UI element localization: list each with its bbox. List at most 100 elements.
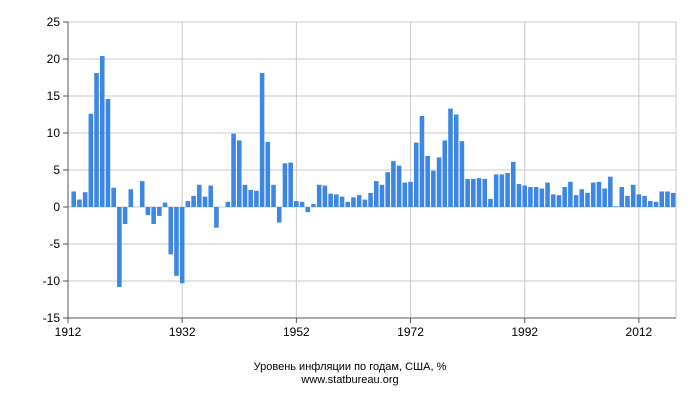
bar — [208, 185, 214, 207]
bar — [550, 194, 556, 207]
bar — [139, 181, 145, 207]
bar — [191, 195, 196, 207]
bar — [493, 174, 499, 207]
bar — [425, 155, 430, 207]
bar — [294, 201, 299, 207]
bar — [505, 172, 510, 207]
bar — [265, 141, 271, 207]
bar — [482, 178, 488, 207]
bar — [236, 140, 242, 207]
x-tick-label: 2012 — [626, 325, 653, 339]
bar — [436, 157, 442, 207]
bar — [322, 185, 328, 207]
bar — [151, 207, 156, 225]
chart-title: Уровень инфляции по годам, США, % — [254, 361, 447, 373]
bar — [197, 184, 202, 207]
bar — [608, 176, 613, 207]
bar — [368, 192, 373, 207]
bar — [385, 172, 390, 207]
bar — [202, 196, 208, 207]
bar — [356, 195, 362, 207]
bar — [619, 187, 625, 207]
bar — [276, 207, 282, 223]
bar — [111, 187, 116, 207]
bar — [242, 184, 248, 207]
axes-layer — [63, 21, 676, 323]
bar — [539, 188, 545, 207]
bar — [288, 162, 293, 207]
bar — [568, 181, 573, 207]
labels-layer: -15 -10 -5 0 5 10 15 20 25 1912 1932 1952 1972 1992 20… — [43, 15, 653, 339]
bar — [351, 197, 356, 207]
y-tick-label: -15 — [43, 311, 61, 325]
bar — [556, 195, 562, 207]
x-tick-label: 1992 — [511, 325, 538, 339]
bar — [585, 192, 590, 207]
bar — [625, 195, 630, 207]
bar — [179, 207, 185, 284]
bar — [379, 184, 385, 207]
bar — [82, 192, 88, 207]
x-tick-label: 1912 — [55, 325, 82, 339]
bar — [528, 187, 533, 207]
bar — [174, 207, 179, 276]
y-tick-label: 0 — [53, 200, 60, 214]
bar — [499, 174, 505, 207]
x-tick-label: 1932 — [169, 325, 196, 339]
bar — [488, 198, 493, 207]
bar — [396, 165, 402, 207]
bar — [522, 185, 527, 207]
bar — [231, 133, 236, 207]
bar — [282, 163, 288, 207]
bar — [391, 161, 396, 207]
bar — [345, 201, 351, 207]
bar — [636, 194, 642, 207]
bar — [665, 191, 670, 207]
bar — [157, 207, 162, 216]
bar — [105, 98, 111, 207]
bar — [642, 195, 647, 207]
bar — [471, 178, 476, 207]
bar — [476, 178, 482, 207]
bar — [545, 182, 550, 207]
bar — [254, 190, 259, 207]
bar — [562, 187, 567, 207]
bar — [299, 201, 305, 207]
x-tick-label: 1972 — [397, 325, 424, 339]
y-tick-label: 5 — [53, 163, 60, 177]
y-tick-label: -10 — [43, 274, 61, 288]
bar — [511, 161, 516, 207]
chart-source: www.statbureau.org — [300, 374, 398, 386]
bar — [185, 201, 191, 207]
y-tick-label: 20 — [47, 52, 61, 66]
bar — [362, 199, 368, 207]
bar — [334, 194, 339, 207]
bar — [413, 142, 419, 207]
y-tick-label: 15 — [47, 89, 61, 103]
y-tick-label: 10 — [47, 126, 61, 140]
bar — [71, 191, 76, 207]
bar — [122, 207, 128, 225]
x-tick-label: 1952 — [283, 325, 310, 339]
bars-layer — [71, 56, 676, 287]
bar — [579, 189, 585, 207]
bar — [225, 201, 231, 207]
bar — [305, 207, 311, 213]
bar — [271, 184, 276, 207]
bar — [630, 184, 636, 207]
bar — [408, 181, 413, 207]
bar — [516, 184, 522, 207]
bar — [442, 140, 448, 207]
bar — [573, 195, 579, 207]
bar — [670, 192, 676, 207]
bar — [596, 181, 602, 207]
bar — [145, 207, 151, 216]
bar — [431, 170, 436, 207]
grid-layer — [67, 21, 677, 319]
bar — [214, 207, 219, 228]
bar — [419, 115, 425, 207]
bar — [77, 199, 82, 207]
bar — [99, 56, 105, 207]
